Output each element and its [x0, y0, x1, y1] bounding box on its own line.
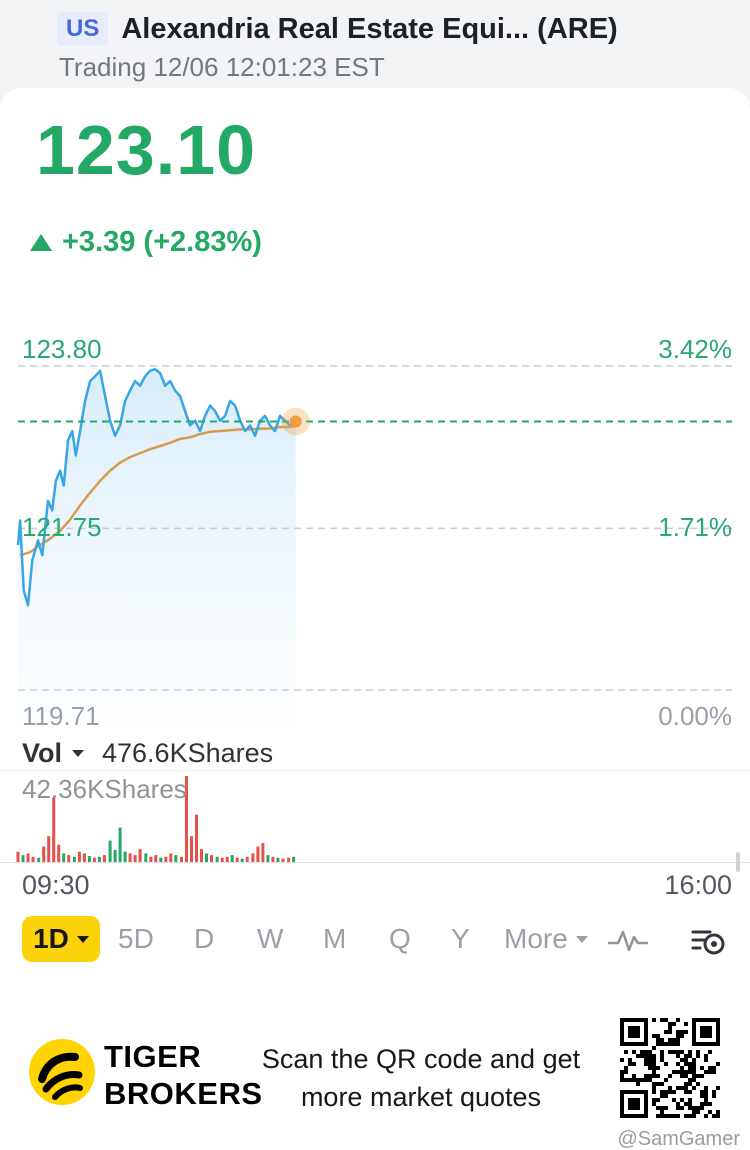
volume-label: Vol [22, 738, 62, 768]
price-chart[interactable] [0, 340, 750, 740]
period-1d[interactable]: 1D [22, 916, 100, 962]
current-price: 123.10 [36, 111, 257, 189]
chevron-down-icon [72, 750, 84, 757]
period-5d-label: 5D [118, 923, 154, 954]
up-triangle-icon [30, 234, 52, 251]
y-label-high-pct: 3.42% [658, 334, 732, 364]
brand-bottom: BROKERS [104, 1076, 263, 1111]
volume-chart[interactable] [0, 772, 750, 862]
time-close-label: 16:00 [664, 870, 732, 900]
period-month[interactable]: M [323, 916, 346, 962]
time-open-label: 09:30 [22, 870, 90, 900]
period-1d-label: 1D [33, 923, 69, 954]
volume-dropdown[interactable]: Vol 476.6KShares [22, 738, 273, 769]
period-quarter-label: Q [389, 923, 411, 954]
period-5d[interactable]: 5D [118, 916, 154, 962]
period-more-label: More [504, 923, 568, 954]
period-year-label: Y [451, 923, 470, 954]
page-title: Alexandria Real Estate Equi... (ARE) [121, 12, 618, 45]
tiger-brokers-logo [28, 1038, 96, 1106]
y-label-zero-pct: 0.00% [658, 701, 732, 731]
trading-status: Trading 12/06 12:01:23 EST [59, 52, 385, 82]
market-badge: US [57, 12, 109, 46]
volume-scale-label: 42.36KShares [22, 774, 187, 804]
period-day[interactable]: D [194, 916, 214, 962]
period-week-label: W [257, 923, 284, 954]
brand-top: TIGER [104, 1039, 202, 1074]
line-chart-icon[interactable] [607, 928, 649, 959]
brand-name: TIGER BROKERS [104, 1038, 263, 1112]
period-day-label: D [194, 923, 215, 954]
period-more-dropdown[interactable]: More [504, 916, 588, 962]
quote-card: 123.10 +3.39 (+2.83%) 123.80 3.42% 121.7… [0, 88, 750, 1150]
period-year[interactable]: Y [451, 916, 470, 962]
axis-notch [736, 852, 740, 872]
header: US Alexandria Real Estate Equi... (ARE) [57, 12, 618, 46]
price-change-row: +3.39 (+2.83%) [30, 226, 262, 259]
price-change: +3.39 (+2.83%) [62, 226, 262, 258]
period-quarter[interactable]: Q [389, 916, 411, 962]
divider [0, 770, 750, 771]
banner-message: Scan the QR code and get more market quo… [261, 1044, 581, 1112]
watermark: @SamGamer [617, 1128, 740, 1150]
indicator-settings-icon[interactable] [688, 922, 726, 965]
period-month-label: M [323, 923, 347, 954]
volume-value: 476.6KShares [102, 738, 274, 768]
volume-baseline [0, 862, 750, 863]
y-label-high: 123.80 [22, 334, 102, 364]
y-label-mid: 121.75 [22, 512, 102, 542]
y-label-mid-pct: 1.71% [658, 512, 732, 542]
y-label-prev-close: 119.71 [22, 701, 100, 731]
chevron-down-icon [575, 935, 588, 943]
chevron-down-icon [76, 935, 89, 943]
qr-code [608, 1006, 732, 1130]
period-week[interactable]: W [257, 916, 283, 962]
